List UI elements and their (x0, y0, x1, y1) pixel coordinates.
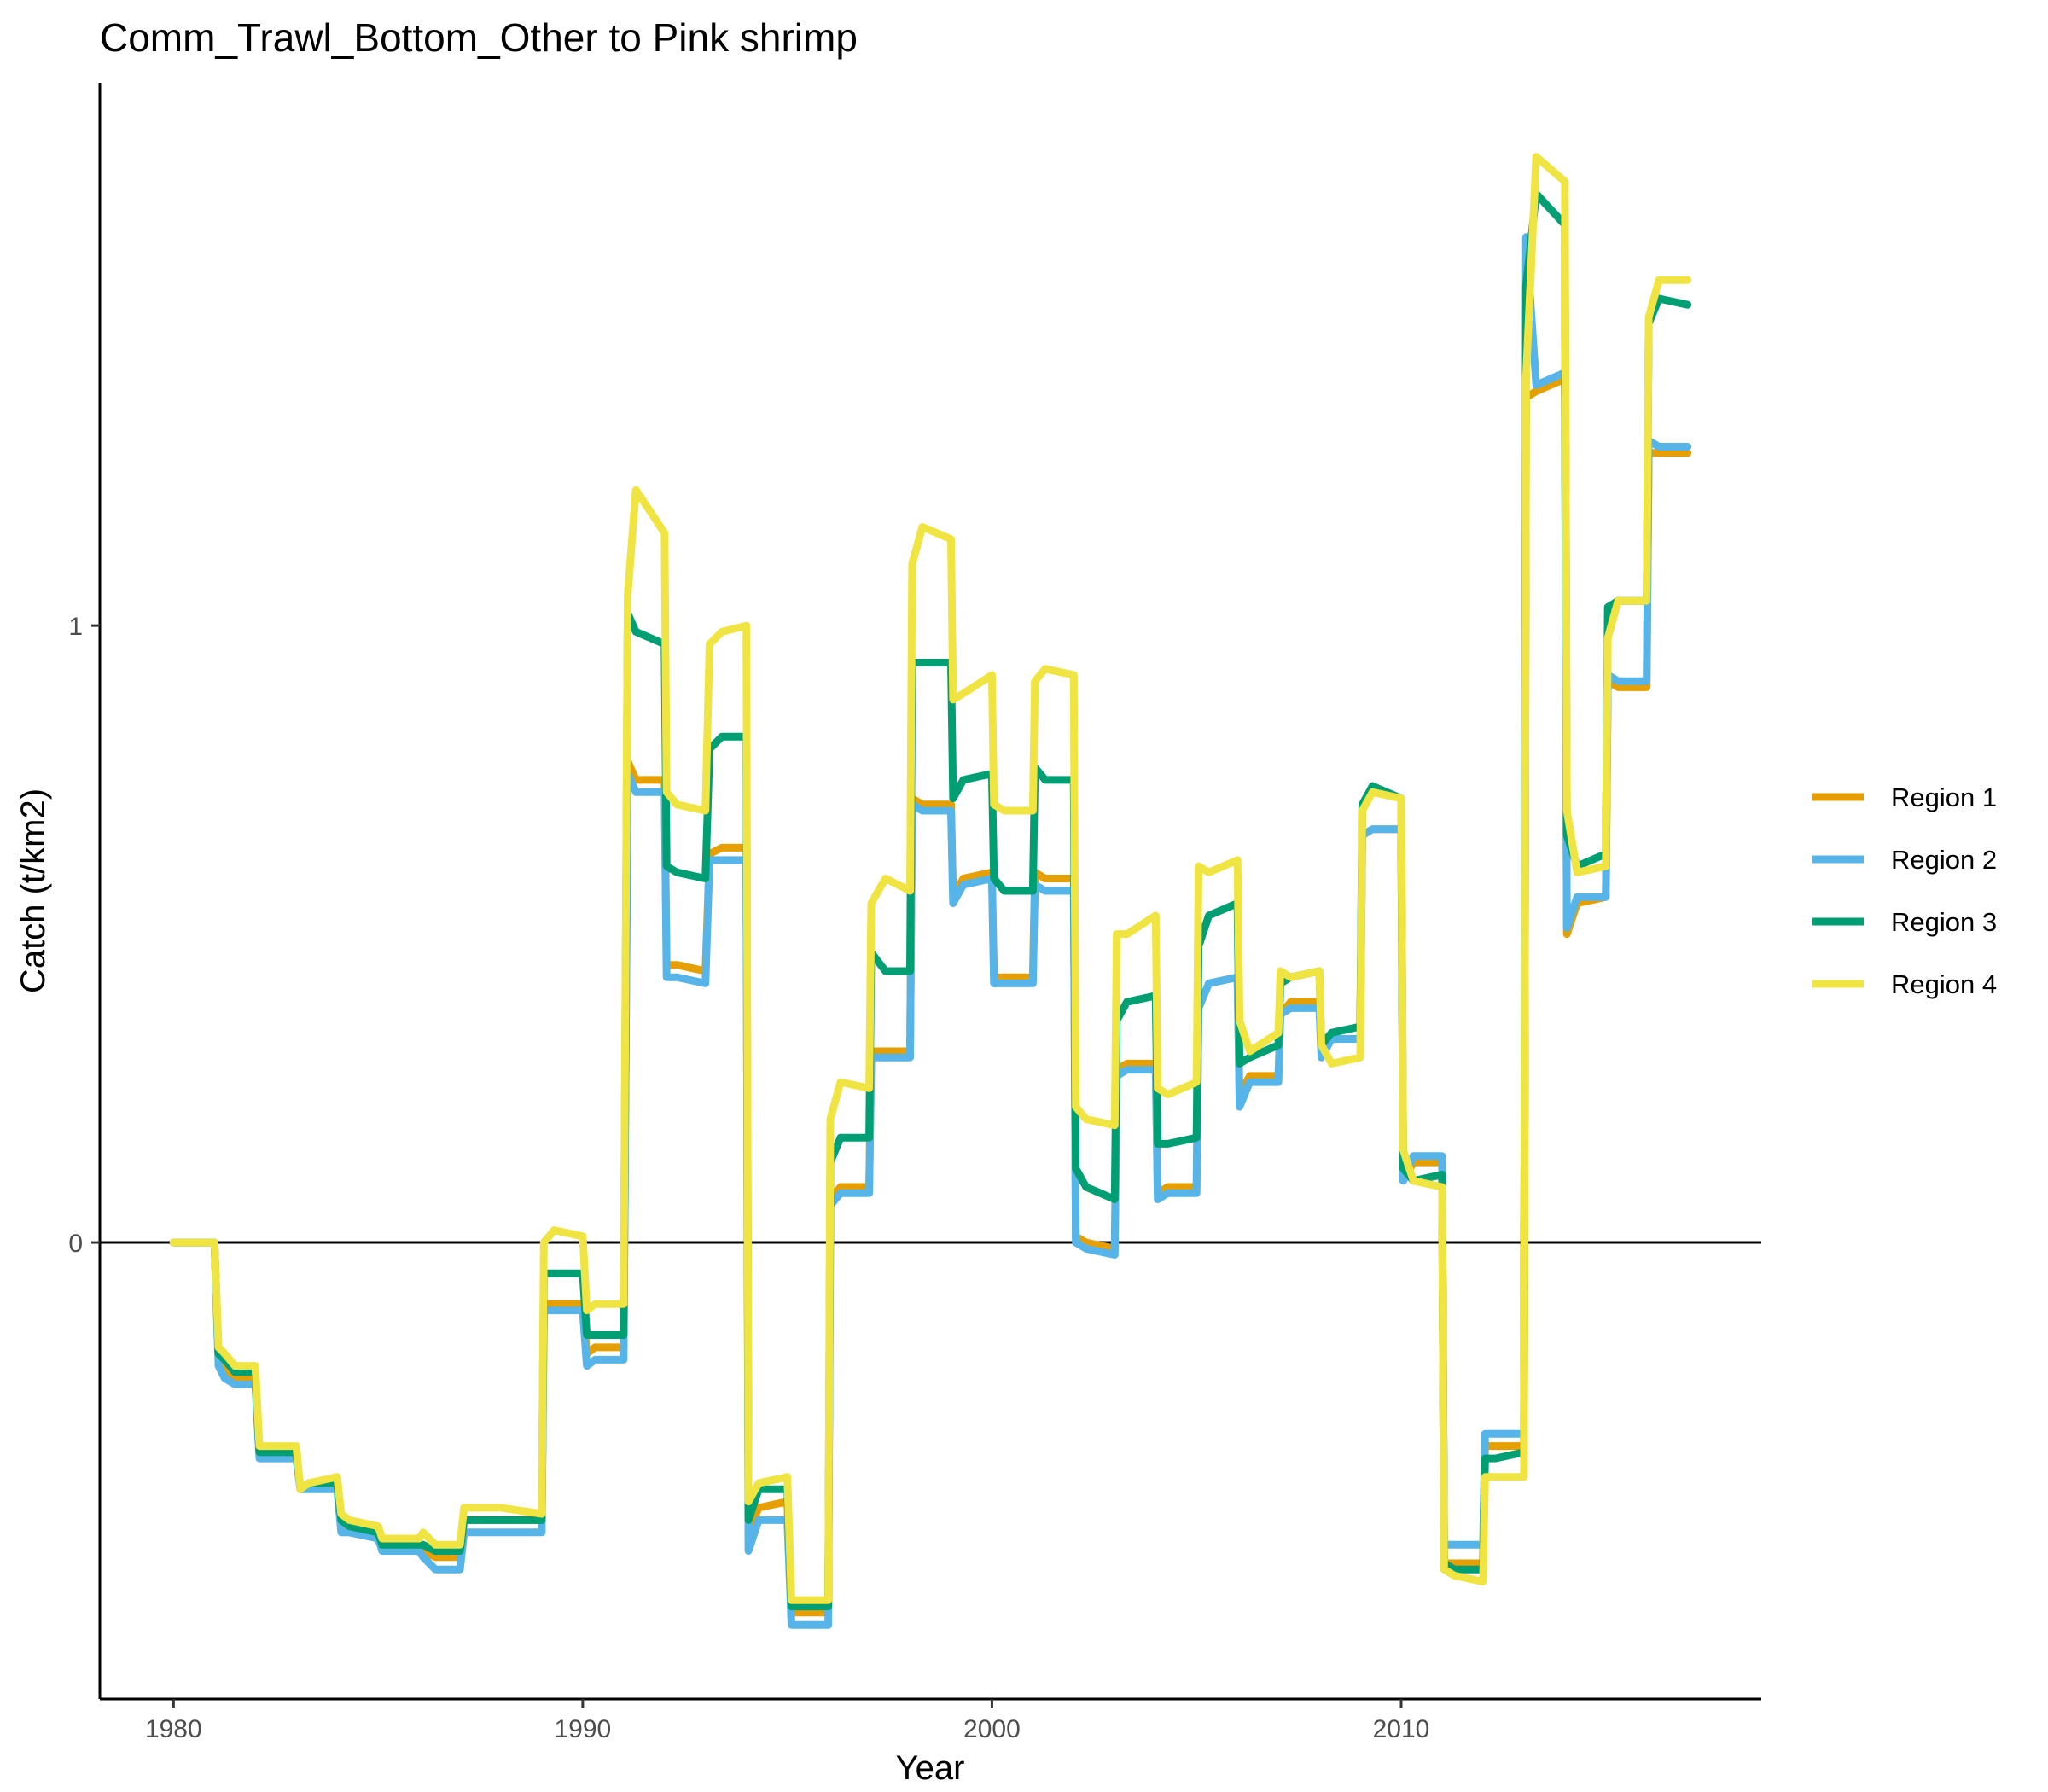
y-tick-label: 1 (68, 613, 83, 641)
y-axis-title: Catch (t/km2) (15, 788, 52, 993)
y-axis-ticks: 01 (68, 613, 100, 1258)
x-axis-ticks: 1980 1990 2000 2010 (145, 1699, 1429, 1743)
x-tick-label: 2010 (1373, 1715, 1430, 1743)
legend-item-region-3: Region 3 (1812, 907, 1997, 937)
series-layer (169, 153, 1692, 1629)
plot-area (100, 153, 1761, 1629)
legend-label: Region 2 (1891, 845, 1997, 875)
legend-label: Region 4 (1891, 969, 1997, 999)
legend-item-region-1: Region 1 (1812, 783, 1997, 812)
x-axis-title: Year (896, 1749, 965, 1787)
x-tick-label: 1980 (145, 1715, 202, 1743)
x-tick-label: 2000 (963, 1715, 1021, 1743)
legend-label: Region 1 (1891, 783, 1997, 812)
chart-title: Comm_Trawl_Bottom_Other to Pink shrimp (100, 15, 858, 60)
legend-label: Region 3 (1891, 907, 1997, 937)
legend-item-region-4: Region 4 (1812, 969, 1997, 999)
y-tick-label: 0 (68, 1230, 83, 1258)
series-line-region-4 (169, 153, 1692, 1604)
legend-item-region-2: Region 2 (1812, 845, 1997, 875)
x-tick-label: 1990 (555, 1715, 612, 1743)
legend: Region 1 Region 2 Region 3 Region 4 (1812, 783, 1997, 999)
